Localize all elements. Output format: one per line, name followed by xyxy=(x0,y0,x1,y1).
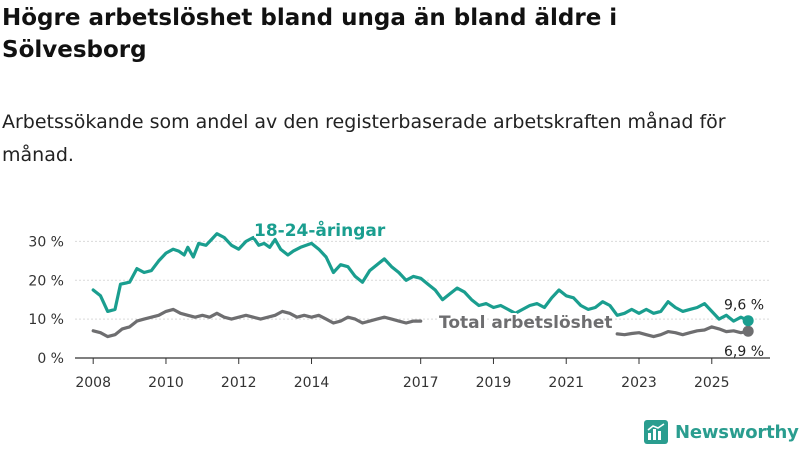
x-tick-label: 2010 xyxy=(148,375,184,391)
x-tick-label: 2019 xyxy=(476,375,512,391)
total-unemployment-line xyxy=(91,307,750,339)
x-tick-label: 2012 xyxy=(221,375,257,391)
newsworthy-logo-icon xyxy=(644,420,668,444)
x-tick-label: 2017 xyxy=(403,375,439,391)
x-tick-label: 2014 xyxy=(294,375,330,391)
x-tick-label: 2023 xyxy=(621,375,657,391)
brand-logo: Newsworthy xyxy=(644,420,799,444)
youth-unemployment-line xyxy=(91,232,750,323)
y-tick-label: 0 % xyxy=(37,351,64,367)
total-series-label: Total arbetslöshet xyxy=(439,313,613,333)
y-tick-label: 10 % xyxy=(28,312,64,328)
chart-title: Högre arbetslöshet bland unga än bland ä… xyxy=(2,5,618,63)
chart-subtitle: Arbetssökande som andel av den registerb… xyxy=(2,111,726,166)
total-end-point xyxy=(742,325,754,337)
x-tick-label: 2025 xyxy=(694,375,730,391)
x-tick-label: 2021 xyxy=(548,375,584,391)
y-tick-label: 30 % xyxy=(28,234,64,250)
x-tick-label: 2008 xyxy=(75,375,111,391)
brand-name: Newsworthy xyxy=(675,421,799,443)
youth-end-value-label: 9,6 % xyxy=(724,298,764,314)
total-end-value-label: 6,9 % xyxy=(724,344,764,360)
youth-end-point xyxy=(742,315,754,327)
y-tick-label: 20 % xyxy=(28,273,64,289)
youth-series-label: 18-24-åringar xyxy=(254,219,386,241)
